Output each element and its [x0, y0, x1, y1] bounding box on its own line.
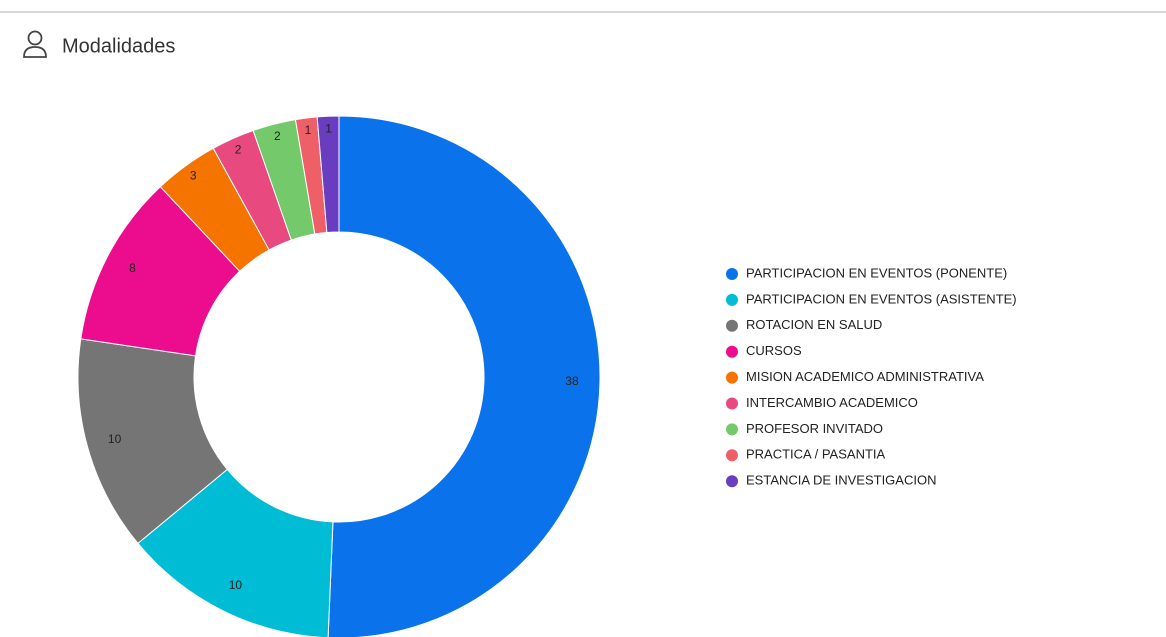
- legend-swatch: [726, 319, 738, 332]
- data-label: 2: [235, 143, 242, 157]
- legend-swatch: [726, 423, 738, 436]
- data-label: 1: [325, 121, 332, 135]
- data-label: 10: [229, 578, 243, 592]
- legend-swatch: [726, 371, 738, 384]
- legend-label: PRACTICA / PASANTIA: [746, 447, 886, 462]
- legend-swatch: [726, 449, 738, 462]
- legend-swatch: [726, 397, 738, 410]
- legend-label: PARTICIPACION EN EVENTOS (PONENTE): [746, 265, 1007, 280]
- slice: [316, 115, 340, 234]
- legend-label: PROFESOR INVITADO: [746, 421, 883, 436]
- legend-label: INTERCAMBIO ACADEMICO: [746, 395, 918, 410]
- legend-swatch: [726, 293, 738, 306]
- legend-label: ROTACION EN SALUD: [746, 317, 882, 332]
- legend-swatch: [726, 268, 738, 280]
- legend-swatch: [726, 475, 738, 488]
- legend-label: CURSOS: [746, 343, 802, 358]
- chart-title: Modalidades: [62, 35, 175, 57]
- slice: [327, 115, 601, 637]
- legend-swatch: [726, 345, 738, 358]
- data-label: 2: [274, 129, 281, 143]
- data-label: 3: [190, 169, 197, 183]
- data-label: 1: [305, 123, 312, 137]
- data-label: 38: [565, 374, 579, 388]
- legend-label: MISION ACADEMICO ADMINISTRATIVA: [746, 369, 984, 384]
- data-label: 10: [108, 432, 122, 446]
- legend-label: PARTICIPACION EN EVENTOS (ASISTENTE): [746, 291, 1017, 306]
- data-label: 8: [129, 261, 136, 275]
- user-icon: [23, 30, 47, 58]
- legend-label: ESTANCIA DE INVESTIGACION: [746, 473, 936, 488]
